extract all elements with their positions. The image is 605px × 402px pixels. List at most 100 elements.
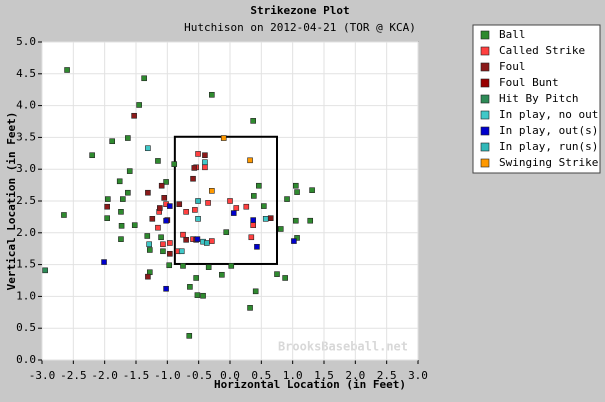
pitch-point xyxy=(195,151,201,157)
pitch-point xyxy=(131,222,138,228)
pitch-point xyxy=(149,216,156,222)
pitch-point xyxy=(155,158,161,164)
pitch-point xyxy=(167,203,173,209)
pitch-point xyxy=(209,188,215,194)
pitch-point xyxy=(104,215,110,221)
legend-swatch xyxy=(480,110,490,120)
x-tick-label: 0.0 xyxy=(220,369,240,382)
legend-swatch xyxy=(480,94,490,104)
pitch-point xyxy=(223,229,230,235)
pitch-point xyxy=(193,275,199,281)
pitch-point xyxy=(267,215,274,221)
pitch-point xyxy=(277,226,284,232)
y-tick-label: 3.0 xyxy=(16,162,36,175)
legend-swatch xyxy=(480,78,490,88)
y-tick-label: 1.0 xyxy=(16,289,36,302)
x-tick-label: -2.5 xyxy=(60,369,87,382)
pitch-point xyxy=(163,179,169,185)
pitch-point xyxy=(294,189,300,195)
x-tick-label: -1.5 xyxy=(123,369,150,382)
pitch-point xyxy=(118,223,125,229)
pitch-point xyxy=(186,333,193,339)
pitch-point xyxy=(42,267,48,274)
pitch-point xyxy=(204,240,210,246)
pitch-point xyxy=(205,264,212,270)
legend-label: In play, no out xyxy=(499,108,598,121)
x-tick-label: -3.0 xyxy=(29,369,56,382)
y-tick-label: 0.5 xyxy=(16,321,36,334)
pitch-point xyxy=(163,285,169,292)
x-tick-label: -1.0 xyxy=(154,369,181,382)
pitch-point xyxy=(202,152,208,159)
pitch-point xyxy=(291,238,297,244)
legend-label: Swinging Strike xyxy=(499,156,598,169)
legend-swatch xyxy=(480,46,490,56)
pitch-point xyxy=(163,217,169,224)
pitch-point xyxy=(292,217,299,224)
pitch-point xyxy=(118,209,124,215)
chart-subtitle: Hutchison on 2012-04-21 (TOR @ KCA) xyxy=(184,21,416,34)
pitch-point xyxy=(252,288,259,295)
pitch-point xyxy=(209,238,215,244)
grid: -3.0 -2.5 -2.0 -1.5 -1.0 -0.5 0.0 0.5 1.0 1.5 2.0 2… xyxy=(16,35,428,382)
pitch-point xyxy=(250,217,256,223)
pitch-point xyxy=(126,168,133,174)
pitch-point xyxy=(120,196,126,202)
pitch-point xyxy=(294,235,300,241)
pitch-point xyxy=(116,178,123,185)
pitch-point xyxy=(195,216,201,222)
pitch-point xyxy=(292,182,299,189)
x-tick-label: -2.0 xyxy=(91,369,118,382)
legend-items: Ball Called Strike Foul Foul Bunt Hit By Pit… xyxy=(480,28,598,169)
pitch-point xyxy=(248,234,255,241)
pitch-point xyxy=(261,203,267,209)
pitch-point xyxy=(205,200,211,206)
pitch-point xyxy=(202,164,208,171)
pitch-point xyxy=(167,250,173,257)
y-tick-label: 2.0 xyxy=(16,226,36,239)
pitch-point xyxy=(194,236,201,242)
pitch-point xyxy=(307,217,314,224)
x-tick-label: 1.5 xyxy=(314,369,334,382)
pitch-point xyxy=(247,157,253,164)
x-tick-label: 1.0 xyxy=(283,369,303,382)
pitch-point xyxy=(141,75,147,82)
pitch-point xyxy=(136,102,142,108)
pitch-point xyxy=(254,243,260,250)
legend-swatch xyxy=(480,62,490,72)
pitch-point xyxy=(251,193,257,199)
pitch-point xyxy=(125,189,131,196)
y-tick-label: 4.0 xyxy=(16,99,36,112)
pitch-point xyxy=(228,263,235,269)
pitch-point xyxy=(200,292,206,299)
y-tick-label: 2.5 xyxy=(16,194,36,207)
legend-label: Foul Bunt xyxy=(499,76,559,89)
pitch-point xyxy=(145,189,151,196)
pitch-point xyxy=(256,182,262,189)
legend-label: Foul xyxy=(499,60,526,73)
y-tick-label: 1.5 xyxy=(16,258,36,271)
pitch-point xyxy=(195,198,201,204)
pitch-point xyxy=(176,201,183,207)
pitch-point xyxy=(161,195,167,201)
legend-label: In play, run(s) xyxy=(499,140,598,153)
pitch-point xyxy=(167,240,173,246)
pitch-point xyxy=(180,231,186,238)
pitch-point xyxy=(160,241,166,248)
pitch-point xyxy=(178,248,185,255)
pitch-point xyxy=(160,248,166,255)
pitch-point xyxy=(109,138,115,145)
y-tick-label: 3.5 xyxy=(16,130,36,143)
pitch-point xyxy=(191,165,198,171)
legend-swatch xyxy=(480,126,490,136)
pitch-point xyxy=(187,284,193,290)
pitch-point xyxy=(190,175,196,182)
pitch-point xyxy=(243,203,250,210)
y-tick-label: 5.0 xyxy=(16,35,36,48)
pitch-point xyxy=(183,209,189,215)
pitch-point xyxy=(180,263,186,269)
y-tick-label: 0.0 xyxy=(16,353,36,366)
pitch-point xyxy=(145,145,151,152)
pitch-point xyxy=(284,196,290,202)
